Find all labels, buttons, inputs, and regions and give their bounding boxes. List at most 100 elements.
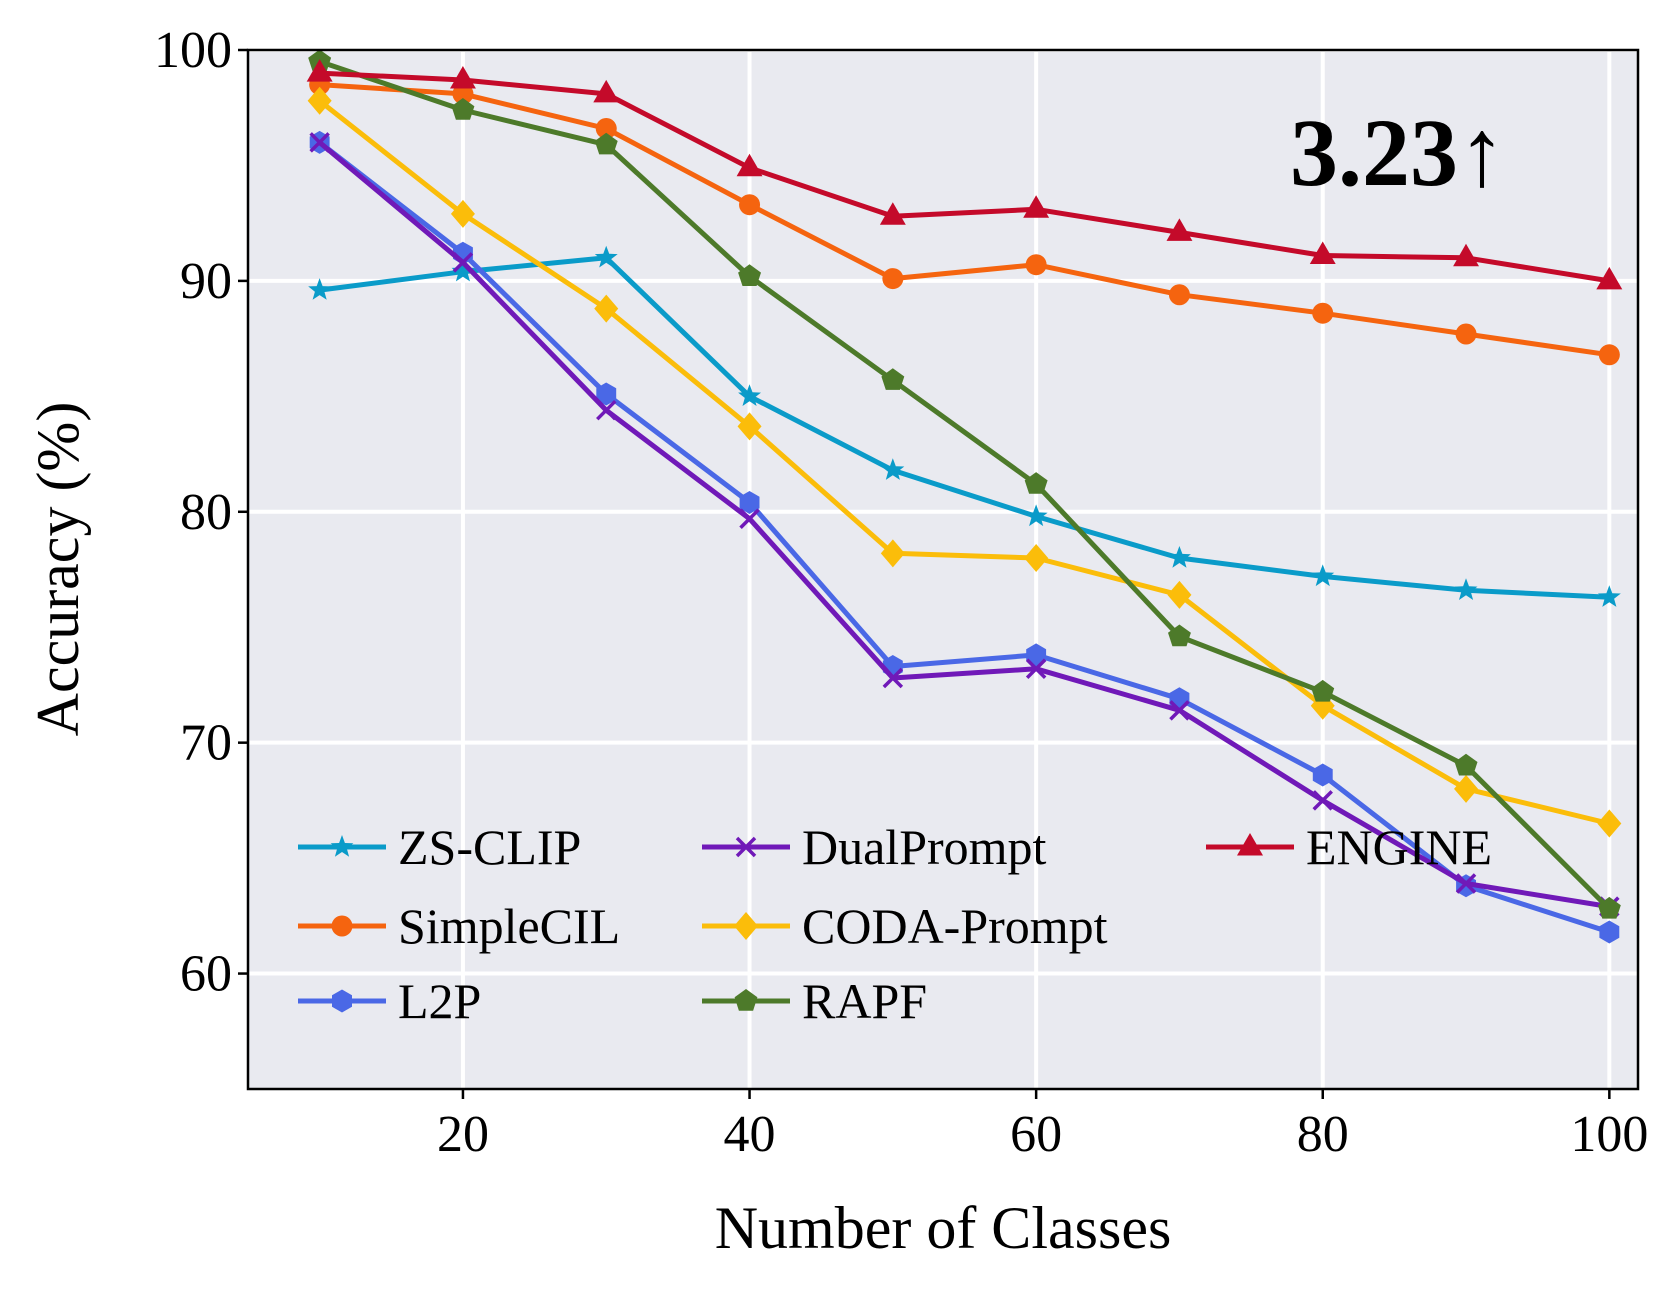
y-tick-label-80: 80 [180,484,232,541]
point-engine-60 [1023,195,1050,218]
point-coda-prompt-40 [737,412,762,441]
point-simplecil-20 [452,83,474,105]
point-engine-70 [1166,218,1193,241]
legend-item-simplecil: SimpleCIL [298,898,620,954]
series-line-zs-clip [319,255,1610,600]
point-rapf-40 [738,264,761,286]
point-dualprompt-70 [1169,700,1190,721]
point-zs-clip-30 [594,245,618,268]
point-engine-80 [1309,241,1336,264]
point-zs-clip-100 [1597,585,1621,607]
x-tick-label-20: 20 [437,1106,489,1163]
point-simplecil-80 [1312,302,1334,324]
series-line-coda-prompt [318,98,1610,826]
legend-marker-rapf [734,989,758,1011]
legend-marker-dualprompt [735,836,757,858]
point-coda-prompt-50 [880,539,905,568]
annotation-improvement: 3.23↑ [1290,99,1506,206]
series-line-l2p [318,140,1611,935]
legend-item-dualprompt: DualPrompt [702,819,1047,875]
point-dualprompt-90 [1455,873,1477,894]
legend-label-l2p: L2P [398,973,481,1029]
point-coda-prompt-60 [1024,543,1049,572]
legend-label-engine: ENGINE [1306,819,1492,875]
point-dualprompt-20 [452,252,474,273]
point-coda-prompt-70 [1167,580,1192,609]
point-dualprompt-10 [309,132,330,153]
legend-marker-coda-prompt [734,912,758,940]
y-tick-label-90: 90 [180,253,232,310]
point-simplecil-30 [595,118,617,140]
legend-label-coda-prompt: CODA-Prompt [802,898,1108,954]
series-zs-clip [308,245,1621,607]
point-rapf-80 [1311,679,1335,702]
y-tick-label-100: 100 [154,22,232,79]
point-engine-20 [450,66,476,89]
point-engine-50 [879,202,906,225]
legend-label-zs-clip: ZS-CLIP [398,819,581,875]
point-dualprompt-30 [596,399,617,421]
point-simplecil-90 [1455,323,1477,345]
point-rapf-100 [1597,896,1621,919]
series-coda-prompt [307,86,1622,838]
series-engine [306,59,1623,290]
point-l2p-80 [1312,763,1333,787]
point-zs-clip-70 [1168,546,1191,568]
plot-frame [246,48,1640,1091]
point-engine-10 [306,59,333,82]
point-zs-clip-40 [738,384,761,406]
series-line-rapf [318,59,1612,911]
point-simplecil-40 [739,194,761,216]
point-l2p-40 [739,491,760,514]
y-axis-title: Accuracy (%) [25,402,91,737]
y-tick-label-60: 60 [180,946,232,1003]
point-rapf-60 [1024,472,1048,494]
legend-marker-simplecil [331,915,353,937]
point-dualprompt-80 [1312,790,1333,811]
point-simplecil-100 [1598,344,1620,366]
legend-marker-zs-clip [330,835,354,857]
point-dualprompt-60 [1025,658,1047,680]
point-zs-clip-60 [1024,504,1048,527]
series-simplecil [309,74,1620,366]
series-line-dualprompt [317,140,1610,910]
point-zs-clip-90 [1454,578,1478,600]
legend-item-coda-prompt: CODA-Prompt [702,898,1108,954]
point-coda-prompt-100 [1597,809,1622,838]
point-engine-30 [593,79,620,103]
point-rapf-50 [881,368,905,390]
point-engine-90 [1453,243,1479,267]
point-zs-clip-20 [451,259,475,282]
legend: ZS-CLIP SimpleCIL L2P DualPrompt CODA-Prompt… [298,819,1492,1029]
point-rapf-30 [594,132,618,155]
legend-item-engine: ENGINE [1206,819,1492,875]
point-l2p-60 [1026,643,1047,667]
axis-ticks: 20 40 60 80 100 60 70 80 90 100 [154,22,1648,1163]
y-tick-label-70: 70 [180,715,232,772]
legend-marker-l2p [332,989,352,1013]
legend-item-l2p: L2P [298,973,481,1029]
legend-item-rapf: RAPF [702,973,927,1029]
point-engine-100 [1596,266,1623,290]
legend-label-rapf: RAPF [802,973,927,1029]
x-tick-label-40: 40 [724,1106,776,1163]
point-dualprompt-50 [882,667,904,689]
point-l2p-100 [1599,920,1620,944]
point-coda-prompt-10 [307,86,332,115]
legend-item-zs-clip: ZS-CLIP [298,819,581,875]
point-dualprompt-40 [739,508,760,529]
point-simplecil-60 [1025,254,1047,276]
legend-label-dualprompt: DualPrompt [802,819,1047,875]
x-tick-label-100: 100 [1570,1106,1648,1163]
point-rapf-20 [451,98,475,120]
x-axis-title: Number of Classes [715,1195,1172,1261]
point-rapf-90 [1454,753,1478,776]
series-line-engine [319,70,1610,284]
point-simplecil-70 [1168,284,1190,306]
legend-marker-engine [1237,833,1263,856]
x-tick-label-80: 80 [1297,1106,1349,1163]
series-lines [306,49,1623,944]
point-l2p-30 [596,382,617,406]
series-line-simplecil [319,82,1610,358]
